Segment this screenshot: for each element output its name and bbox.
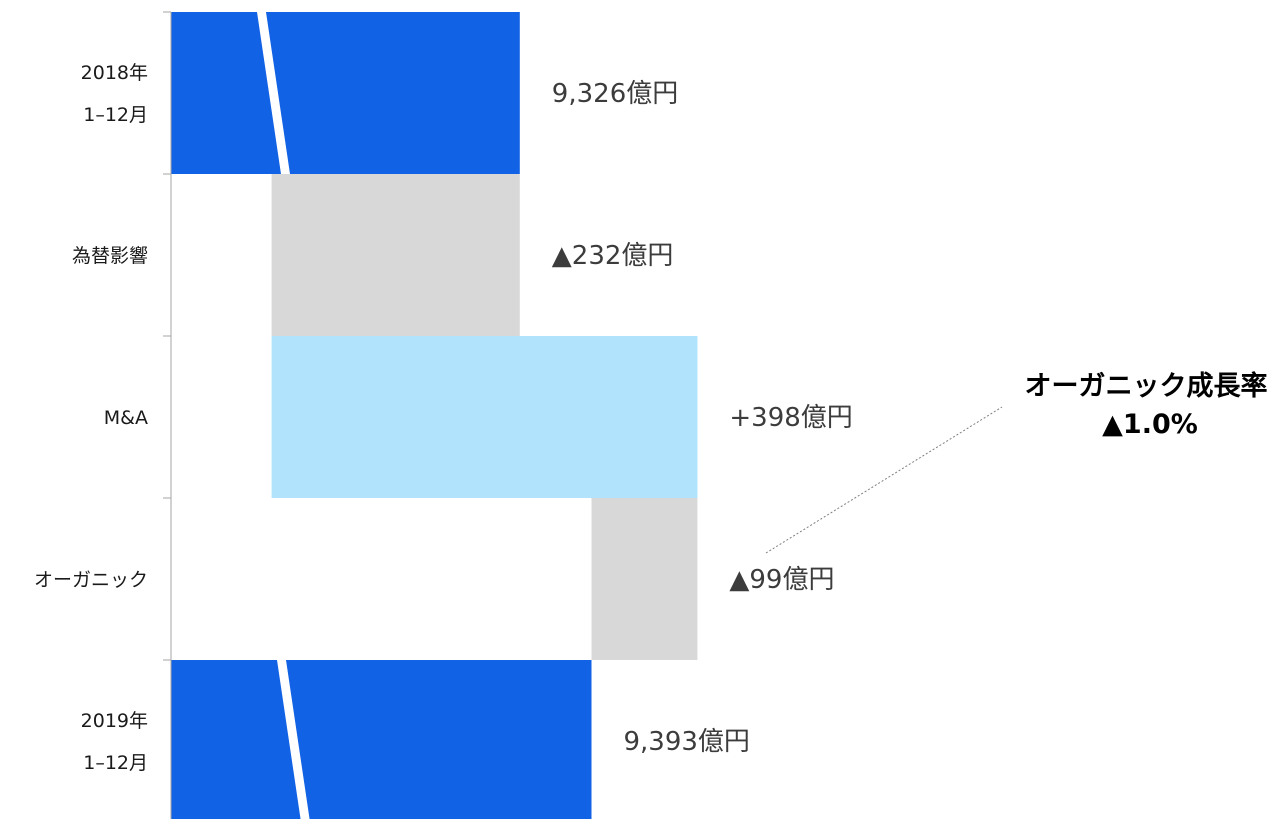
bar-1 bbox=[171, 12, 520, 174]
callout-title: オーガニック成長率 bbox=[1025, 370, 1268, 402]
data-label-3: +398億円 bbox=[729, 403, 852, 433]
bar-4 bbox=[591, 498, 698, 660]
callout-value: ▲1.0% bbox=[1102, 409, 1198, 440]
data-label-4: ▲99億円 bbox=[729, 565, 834, 595]
axis-break-1 bbox=[257, 12, 290, 174]
bar-2 bbox=[271, 174, 520, 336]
labels-layer: 9,326億円 2018年 1–12月 ▲232億円 為替影響 +398億円 M&A ▲99億… bbox=[34, 62, 853, 774]
data-label-2: ▲232億円 bbox=[552, 241, 674, 271]
bar-3 bbox=[271, 336, 698, 498]
category-label-4: オーガニック bbox=[34, 569, 148, 591]
data-label-5: 9,393億円 bbox=[624, 727, 750, 757]
callout: オーガニック成長率 ▲1.0% bbox=[765, 370, 1268, 554]
category-label-5-line-1: 2019年 bbox=[81, 710, 148, 732]
category-label-1-line-2: 1–12月 bbox=[83, 104, 148, 126]
category-label-2: 為替影響 bbox=[72, 245, 148, 267]
bar-5 bbox=[171, 660, 592, 819]
category-label-5-line-2: 1–12月 bbox=[83, 752, 148, 774]
axis-break-5 bbox=[277, 660, 310, 819]
category-label-1-line-1: 2018年 bbox=[81, 62, 148, 84]
category-axis bbox=[163, 11, 172, 819]
data-label-1: 9,326億円 bbox=[552, 79, 678, 109]
bars-layer bbox=[171, 12, 698, 819]
category-label-3: M&A bbox=[104, 407, 148, 429]
